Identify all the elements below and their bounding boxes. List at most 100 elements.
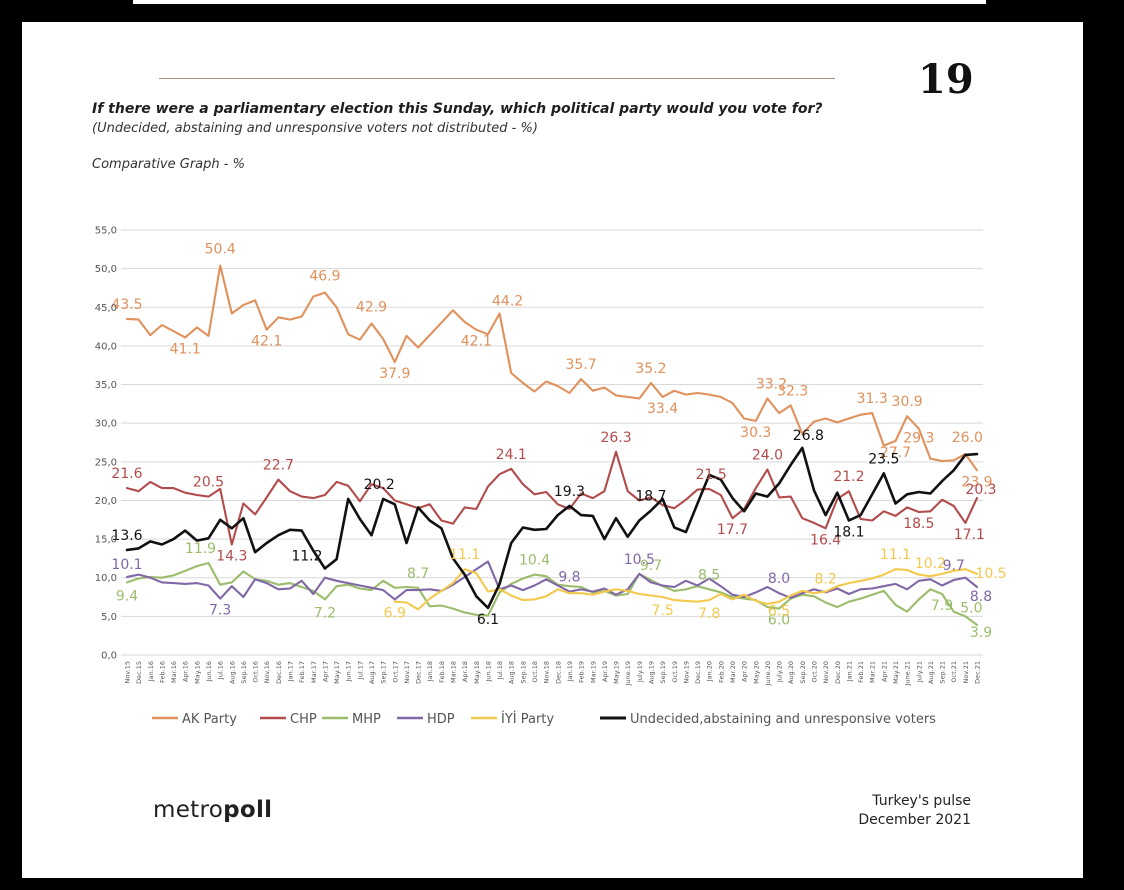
data-label: 6.9 xyxy=(384,606,406,622)
x-tick-label: Jan.18 xyxy=(426,661,434,682)
data-label: 31.3 xyxy=(857,391,888,407)
data-label: 11.1 xyxy=(449,547,480,563)
x-tick-label: Aug.16 xyxy=(228,661,236,684)
x-tick-label: Aug.17 xyxy=(368,661,376,684)
page-number: 19 xyxy=(918,56,974,103)
x-tick-label: May.16 xyxy=(193,661,201,684)
x-tick-label: Apr.19 xyxy=(601,661,609,682)
x-tick-label: Aug.21 xyxy=(927,661,935,684)
y-tick-label: 0,0 xyxy=(101,651,117,662)
data-label: 6.5 xyxy=(768,604,790,620)
data-label: 8.5 xyxy=(698,567,720,583)
x-tick-label: Oct.20 xyxy=(810,661,818,683)
data-label: 26.8 xyxy=(793,428,824,444)
data-label: 6.1 xyxy=(477,612,499,628)
data-label: 10.2 xyxy=(915,556,946,572)
y-tick-label: 20,0 xyxy=(95,496,117,507)
data-label: 9.8 xyxy=(558,570,580,586)
x-tick-label: Nov.17 xyxy=(403,661,411,684)
y-tick-label: 25,0 xyxy=(95,457,117,468)
data-label: 13.6 xyxy=(111,528,142,544)
x-tick-label: May.18 xyxy=(473,661,481,684)
x-tick-label: Feb.21 xyxy=(857,661,865,683)
x-tick-label: Dec.18 xyxy=(554,661,562,684)
data-label: 44.2 xyxy=(492,293,523,309)
chart-subtitle: Comparative Graph - % xyxy=(92,157,245,172)
data-label: 11.2 xyxy=(291,548,322,564)
y-tick-label: 50,0 xyxy=(95,264,117,275)
data-label: 46.9 xyxy=(309,269,340,285)
data-label: 10.1 xyxy=(111,557,142,573)
data-label: 8.8 xyxy=(970,589,992,605)
data-label: 33.2 xyxy=(756,376,787,392)
x-tick-label: Sep.18 xyxy=(519,661,527,684)
x-tick-label: Jan.21 xyxy=(845,661,853,682)
x-tick-label: Sep.17 xyxy=(380,661,388,684)
legend-label: CHP xyxy=(290,712,317,727)
data-label: 16.4 xyxy=(810,532,841,548)
footer-line-2: December 2021 xyxy=(858,812,971,828)
y-tick-label: 55,0 xyxy=(95,226,117,237)
brand-bold-text: poll xyxy=(223,797,273,823)
survey-note: (Undecided, abstaining and unresponsive … xyxy=(92,121,538,136)
data-label: 3.9 xyxy=(970,625,992,641)
data-label: 11.1 xyxy=(880,547,911,563)
x-tick-label: Nov.19 xyxy=(682,661,690,684)
x-tick-label: Jan.20 xyxy=(706,661,714,682)
x-tick-label: Mar.17 xyxy=(310,661,318,683)
x-tick-label: Apr.16 xyxy=(182,661,190,682)
brand-light-text: metro xyxy=(153,797,224,823)
x-tick-label: Mar.19 xyxy=(589,661,597,683)
x-tick-label: Feb.20 xyxy=(717,661,725,683)
x-tick-label: Feb.16 xyxy=(158,661,166,683)
data-label: 26.0 xyxy=(952,430,983,446)
x-tick-label: Aug.19 xyxy=(647,661,655,684)
x-tick-label: Jan.19 xyxy=(566,661,574,682)
legend-label: İYİ Party xyxy=(501,711,554,727)
legend-label: Undecided,abstaining and unresponsive vo… xyxy=(630,712,936,727)
x-tick-label: Nov.15 xyxy=(124,661,132,684)
data-label: 42.1 xyxy=(461,334,492,350)
x-tick-label: Nov.21 xyxy=(962,661,970,684)
x-tick-label: Dec.16 xyxy=(275,661,283,684)
x-tick-label: Dec.19 xyxy=(694,661,702,684)
data-label: 18.7 xyxy=(635,489,666,505)
series-line-1 xyxy=(125,450,979,546)
data-label: 5.0 xyxy=(960,600,982,616)
x-tick-label: Mar.20 xyxy=(729,661,737,683)
data-label: 20.3 xyxy=(965,482,996,498)
x-tick-label: Feb.18 xyxy=(438,661,446,683)
data-label: 30.3 xyxy=(740,425,771,441)
x-tick-label: Feb.19 xyxy=(578,661,586,683)
report-page: 19 If there were a parliamentary electio… xyxy=(22,22,1083,878)
data-label: 20.2 xyxy=(364,477,395,493)
x-tick-label: Aug.18 xyxy=(508,661,516,684)
data-label: 17.1 xyxy=(954,527,985,543)
data-label: 6.0 xyxy=(768,613,790,629)
x-tick-label: Oct.17 xyxy=(391,661,399,683)
data-label: 11.9 xyxy=(185,541,216,557)
x-tick-label: July.20 xyxy=(776,661,784,683)
x-tick-label: June.20 xyxy=(764,661,772,687)
data-label: 7.5 xyxy=(651,603,673,619)
data-label: 10.5 xyxy=(624,552,655,568)
x-tick-label: Jun.17 xyxy=(345,661,353,683)
y-tick-label: 5,0 xyxy=(101,612,117,623)
data-label: 7.3 xyxy=(209,603,231,619)
series-line-0 xyxy=(125,264,979,472)
x-tick-label: Oct.16 xyxy=(252,661,260,683)
top-white-bar xyxy=(133,0,986,4)
y-tick-label: 10,0 xyxy=(95,573,117,584)
x-tick-label: Dec.21 xyxy=(974,661,982,684)
x-tick-label: June.19 xyxy=(624,661,632,687)
x-tick-label: Nov.20 xyxy=(822,661,830,684)
x-tick-label: Apr.20 xyxy=(741,661,749,682)
data-label: 42.9 xyxy=(356,300,387,316)
data-label: 27.7 xyxy=(880,445,911,461)
x-tick-label: Sep.21 xyxy=(939,661,947,684)
x-tick-label: Sep.19 xyxy=(659,661,667,684)
data-label: 41.1 xyxy=(170,341,201,357)
y-tick-label: 45,0 xyxy=(95,303,117,314)
data-label: 43.5 xyxy=(111,297,142,313)
x-tick-label: Oct.19 xyxy=(671,661,679,683)
